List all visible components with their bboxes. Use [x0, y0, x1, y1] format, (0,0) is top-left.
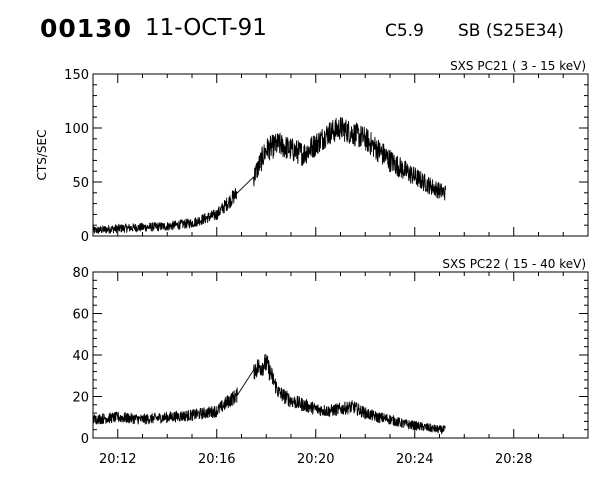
- panel-title: SXS PC22 ( 15 - 40 keV): [442, 257, 586, 271]
- y-axis-label: CTS/SEC: [35, 130, 49, 181]
- plot-frame: [92, 271, 589, 439]
- x-tick-label: 20:20: [297, 452, 334, 467]
- y-tick-label: 80: [72, 266, 89, 281]
- plot-frame: [92, 73, 589, 237]
- panel-title: SXS PC21 ( 3 - 15 keV): [450, 59, 586, 73]
- y-tick-label: 50: [72, 176, 89, 191]
- x-tick-label: 20:16: [198, 452, 235, 467]
- y-tick-label: 40: [72, 349, 89, 364]
- y-tick-label: 60: [72, 308, 89, 323]
- event-date: 11-OCT-91: [145, 15, 267, 41]
- x-tick-label: 20:24: [396, 452, 433, 467]
- series-line-1: [92, 353, 446, 435]
- y-tick-label: 20: [72, 391, 89, 406]
- goes-class: C5.9: [385, 21, 424, 41]
- y-tick-label: 150: [64, 68, 89, 83]
- event-number: 00130: [40, 14, 132, 43]
- y-tick-label: 0: [81, 230, 89, 245]
- y-tick-label: 0: [81, 432, 89, 447]
- x-tick-label: 20:12: [99, 452, 136, 467]
- x-tick-label: 20:28: [495, 452, 532, 467]
- panel-1: SXS PC21 ( 3 - 15 keV) CTS/SEC 0 50 100 150: [35, 59, 589, 245]
- series-line-1: [92, 117, 447, 234]
- flare-site: SB (S25E34): [458, 21, 564, 41]
- y-tick-label: 100: [64, 122, 89, 137]
- panel-2: SXS PC22 ( 15 - 40 keV) 0 20 40 60 80 20:12 20:…: [72, 257, 589, 467]
